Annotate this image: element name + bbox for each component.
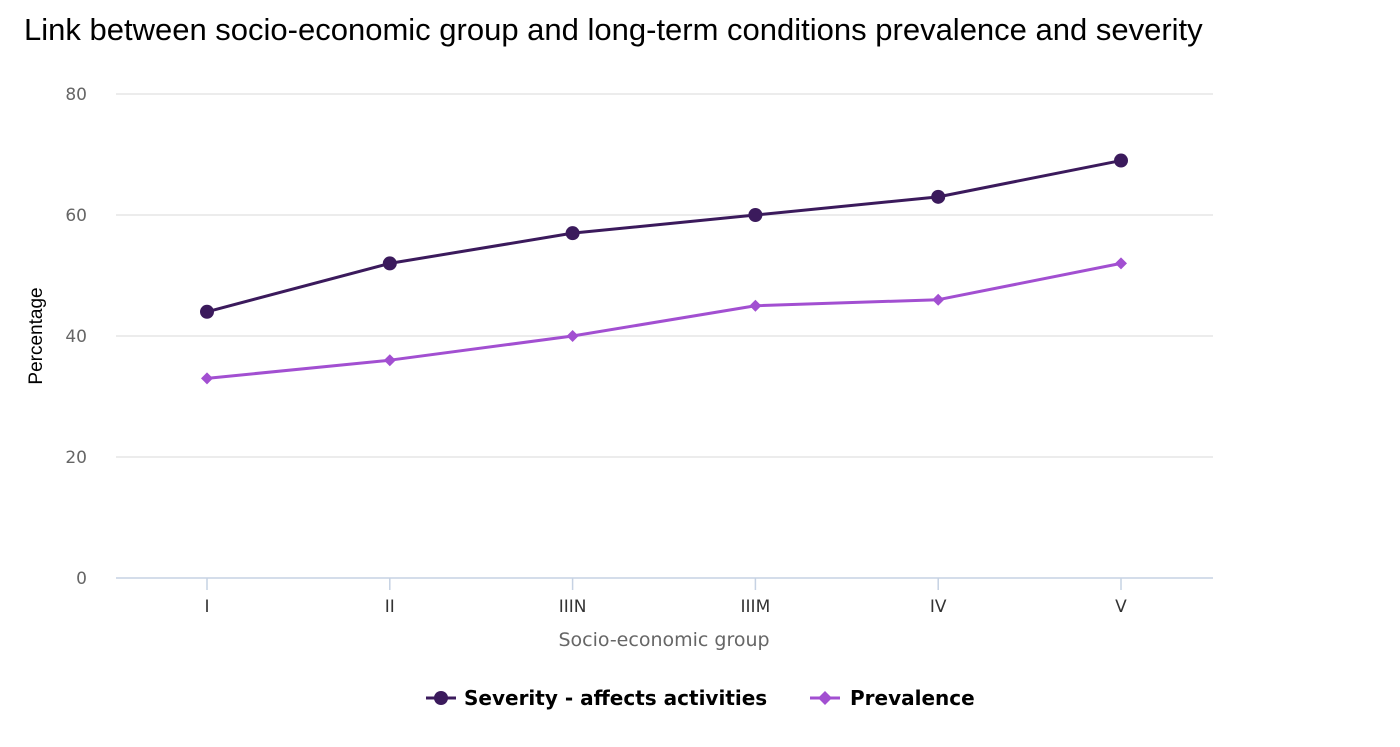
x-tick-label: II <box>385 597 395 617</box>
chart-title: Link between socio-economic group and lo… <box>24 12 1203 47</box>
x-tick-label: V <box>1115 597 1127 617</box>
legend-label-severity: Severity - affects activities <box>464 686 767 710</box>
y-tick-label: 20 <box>65 448 87 468</box>
y-tick-label: 0 <box>76 569 87 589</box>
y-axis-ticks: 0 20 40 60 80 <box>65 85 87 589</box>
series-line-prevalence <box>205 261 1123 380</box>
legend-item-prevalence[interactable]: Prevalence <box>810 686 975 710</box>
data-point-severity[interactable] <box>382 256 397 271</box>
data-point-prevalence[interactable] <box>383 354 396 367</box>
series-layer <box>200 153 1128 385</box>
x-tick-label: IV <box>930 597 947 617</box>
data-point-prevalence[interactable] <box>201 372 213 385</box>
data-point-severity[interactable] <box>748 208 763 222</box>
x-tick-label: IIIN <box>559 597 587 617</box>
legend: Severity - affects activities Prevalence <box>426 686 975 710</box>
series-severity <box>200 153 1128 319</box>
legend-marker-prevalence <box>818 691 832 705</box>
data-point-severity[interactable] <box>565 226 580 241</box>
legend-label-prevalence: Prevalence <box>850 686 975 710</box>
data-point-severity[interactable] <box>931 189 946 204</box>
data-point-prevalence[interactable] <box>749 299 762 312</box>
data-point-prevalence[interactable] <box>1115 257 1127 270</box>
x-tick-label: I <box>204 597 209 617</box>
x-axis: I II IIIN IIIM IV V <box>116 577 1213 617</box>
data-point-severity[interactable] <box>1114 153 1128 168</box>
data-point-prevalence[interactable] <box>932 293 945 306</box>
y-tick-label: 40 <box>65 327 87 347</box>
legend-item-severity[interactable]: Severity - affects activities <box>426 686 767 710</box>
data-point-prevalence[interactable] <box>566 330 579 342</box>
series-line-severity <box>205 159 1123 314</box>
x-tick-label: IIIM <box>741 597 771 617</box>
y-tick-label: 60 <box>65 206 87 226</box>
gridlines <box>116 93 1213 458</box>
x-axis-title: Socio-economic group <box>558 629 769 651</box>
y-tick-label: 80 <box>65 85 87 105</box>
legend-marker-severity <box>434 691 448 705</box>
y-axis-title: Percentage <box>26 287 47 384</box>
data-point-severity[interactable] <box>200 304 214 319</box>
series-prevalence <box>201 257 1127 385</box>
